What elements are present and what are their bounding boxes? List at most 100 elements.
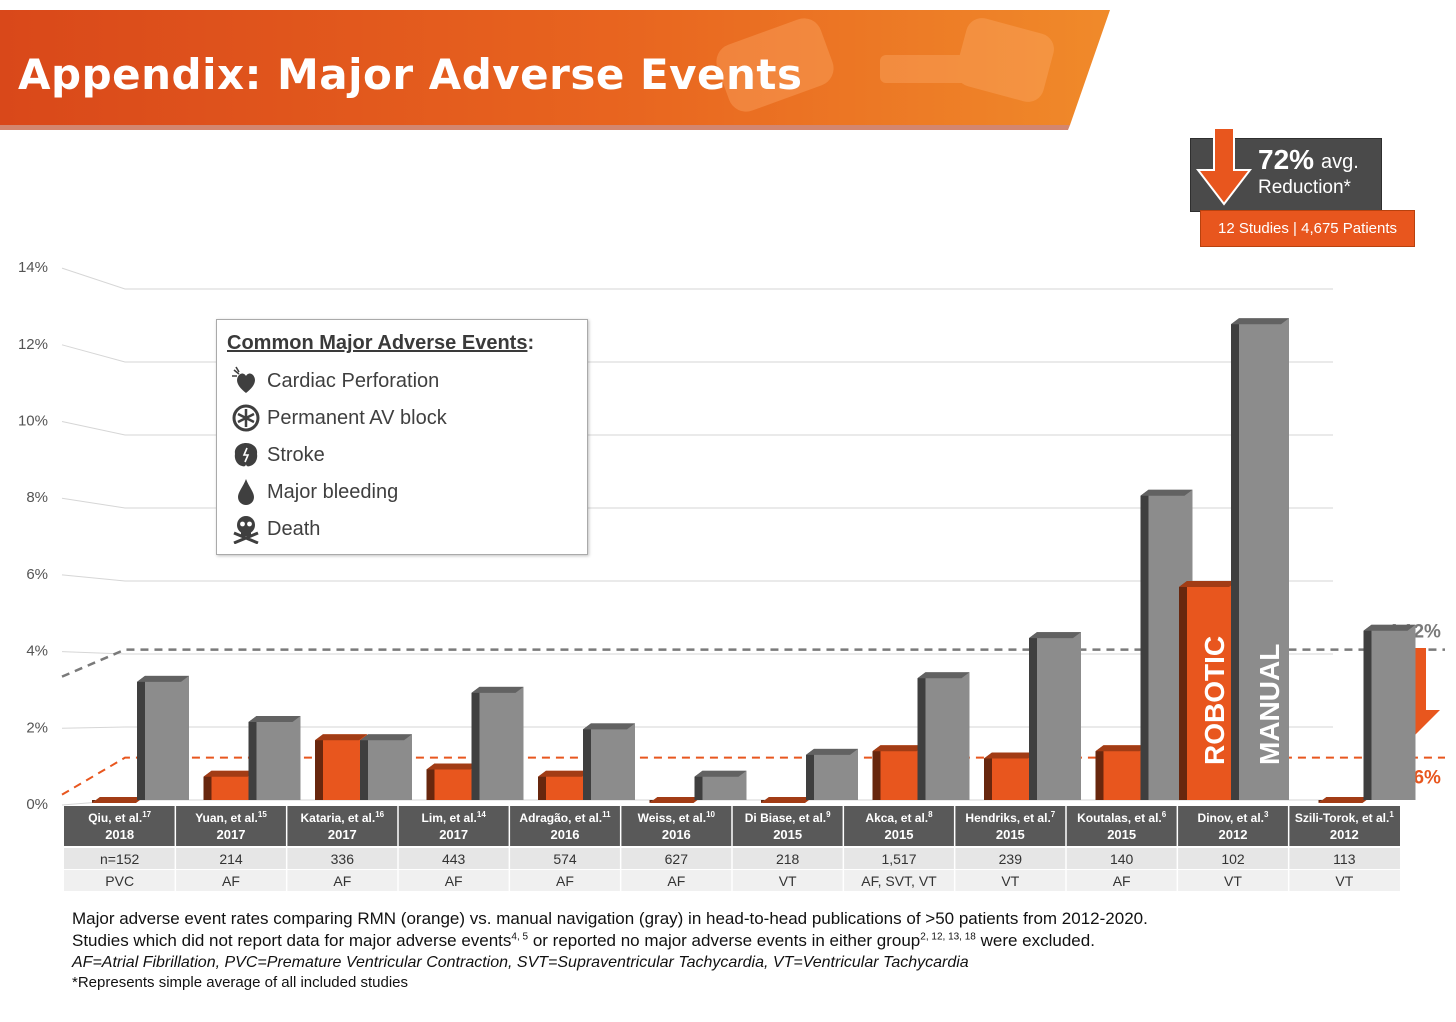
- bar-front: [814, 748, 858, 800]
- footnote-abbreviations: AF=Atrial Fibrillation, PVC=Premature Ve…: [72, 954, 969, 971]
- study-ref: 1: [1389, 810, 1394, 819]
- bar-front: [1187, 581, 1237, 800]
- legend-item: Stroke: [231, 438, 571, 472]
- study-year: 2016: [551, 827, 580, 842]
- footnote-exclusions: Studies which did not report data for ma…: [72, 931, 1095, 950]
- bar-top: [649, 797, 702, 803]
- study-type: AF: [333, 873, 351, 889]
- robotic-bar: [1179, 581, 1237, 800]
- y-tick-label: 6%: [26, 566, 48, 583]
- y-tick-label: 14%: [18, 259, 48, 276]
- study-ref: 15: [258, 810, 267, 819]
- study-name: Di Biase, et al.9: [745, 810, 831, 825]
- study-n: n=152: [100, 851, 140, 867]
- study-n: 218: [776, 851, 800, 867]
- series-label-manual: MANUAL: [1254, 644, 1285, 765]
- manual-bar: [471, 686, 524, 800]
- study-type: AF: [445, 873, 463, 889]
- manual-bar: [1029, 632, 1081, 800]
- bar-side: [1029, 632, 1037, 800]
- study-year: 2015: [1107, 827, 1136, 842]
- study-year: 2012: [1219, 827, 1248, 842]
- bar-top: [203, 770, 256, 777]
- bar-front: [1239, 318, 1289, 800]
- study-n: 214: [219, 851, 243, 867]
- study-year: 2012: [1330, 827, 1359, 842]
- blood-drop-icon: [238, 479, 254, 505]
- gridline: [61, 651, 1333, 655]
- gridline: [61, 497, 1333, 509]
- bar-top: [471, 686, 524, 693]
- study-type: VT: [779, 873, 797, 889]
- study-n: 140: [1110, 851, 1134, 867]
- study-table: Qiu, et al.17 2018 n=152 PVC Yuan, et al.15 2…: [64, 806, 1400, 891]
- bar-top: [137, 675, 189, 682]
- study-name: Qiu, et al.17: [88, 810, 151, 825]
- legend-item-label: Stroke: [267, 444, 325, 466]
- series-labels: ROBOTIC MANUAL: [1199, 636, 1285, 765]
- manual-bar: [248, 716, 301, 800]
- bar-side: [248, 716, 257, 800]
- bar-side: [1363, 624, 1372, 800]
- study-year: 2017: [217, 827, 246, 842]
- y-tick-label: 10%: [18, 413, 48, 430]
- manual-bar: [137, 675, 189, 800]
- bar-top: [917, 672, 970, 679]
- robotic-bar: [1318, 797, 1371, 803]
- robotic-bar: [984, 752, 1036, 800]
- study-n: 627: [665, 851, 689, 867]
- adverse-events-legend: Common Major Adverse Events: Cardiac Per…: [216, 319, 588, 555]
- callout-avg: avg.: [1321, 151, 1359, 173]
- study-ref: 3: [1264, 810, 1269, 819]
- study-type: AF, SVT, VT: [861, 873, 937, 889]
- av-block-icon: [232, 404, 260, 432]
- y-tick-label: 2%: [26, 719, 48, 736]
- study-ref: 14: [477, 810, 486, 819]
- legend-item: Permanent AV block: [231, 401, 571, 435]
- study-name: Yuan, et al.15: [195, 810, 267, 825]
- bar-side: [984, 752, 992, 800]
- study-type: AF: [1113, 873, 1131, 889]
- bar-top: [360, 734, 412, 741]
- bar-side: [1179, 581, 1187, 800]
- bar-top: [694, 770, 747, 777]
- study-type: AF: [556, 873, 574, 889]
- legend-item: Cardiac Perforation: [231, 364, 571, 398]
- bar-top: [806, 748, 858, 755]
- bar-side: [1140, 489, 1149, 800]
- gridline: [61, 344, 1333, 363]
- study-name: Szili-Torok, et al.1: [1295, 810, 1394, 825]
- legend-item-label: Death: [267, 518, 321, 540]
- study-name: Hendriks, et al.7: [965, 810, 1055, 825]
- callout-studies: 12 Studies | 4,675 Patients: [1200, 210, 1415, 247]
- bar-front: [479, 686, 524, 800]
- bar-side: [203, 770, 212, 800]
- y-tick-label: 8%: [26, 489, 48, 506]
- bar-front: [323, 734, 367, 800]
- bar-front: [591, 723, 635, 800]
- bar-front: [256, 716, 301, 800]
- study-n: 113: [1333, 851, 1356, 867]
- study-ref: 7: [1051, 810, 1056, 819]
- bar-top: [1231, 318, 1289, 325]
- bar-front: [880, 745, 925, 800]
- robotic-bar: [761, 797, 813, 803]
- study-year: 2015: [773, 827, 802, 842]
- gridline: [61, 421, 1333, 436]
- robotic-bar: [538, 770, 590, 800]
- bar-front: [434, 763, 479, 800]
- page-title: Appendix: Major Adverse Events: [18, 50, 803, 99]
- callout-percent: 72%: [1258, 144, 1315, 175]
- study-year: 2017: [439, 827, 468, 842]
- bar-side: [806, 748, 814, 800]
- study-type: VT: [1001, 873, 1019, 889]
- bar-side: [538, 770, 546, 800]
- bar-side: [872, 745, 881, 800]
- bar-side: [694, 770, 703, 800]
- robotic-bar: [1095, 745, 1148, 800]
- study-name: Akca, et al.8: [865, 810, 933, 825]
- reduction-callout: 72% avg. Reduction* 12 Studies | 4,675 P…: [1190, 128, 1420, 248]
- study-type: PVC: [105, 873, 134, 889]
- bar-front: [1103, 745, 1148, 800]
- study-n: 574: [553, 851, 577, 867]
